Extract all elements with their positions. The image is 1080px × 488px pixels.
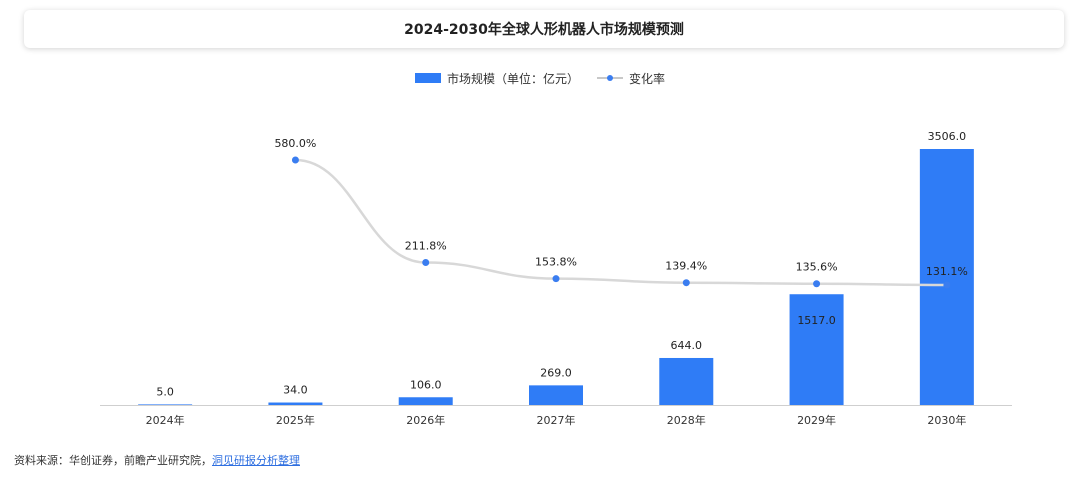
x-tick-label: 2029年 xyxy=(797,413,836,427)
bar-2026年[interactable] xyxy=(398,397,453,405)
bar-2030年[interactable] xyxy=(919,149,974,405)
bar-value-label: 269.0 xyxy=(540,366,572,379)
change-rate-label: 211.8% xyxy=(405,240,447,253)
legend-bar-label: 市场规模（单位：亿元） xyxy=(446,71,579,86)
x-tick-label: 2026年 xyxy=(406,413,445,427)
change-rate-label: 135.6% xyxy=(796,261,838,274)
chart-title-box: 2024-2030年全球人形机器人市场规模预测 xyxy=(24,10,1064,48)
legend-line-label: 变化率 xyxy=(629,71,666,86)
change-rate-point[interactable] xyxy=(682,279,690,287)
change-rate-point[interactable] xyxy=(552,275,560,283)
bar-value-label: 34.0 xyxy=(283,384,308,397)
bar-value-label: 3506.0 xyxy=(928,130,967,143)
legend-line-swatch xyxy=(597,73,623,83)
x-tick-label: 2030年 xyxy=(927,413,966,427)
legend-bar-swatch xyxy=(414,73,441,83)
bar-2028年[interactable] xyxy=(659,357,714,405)
change-rate-label: 580.0% xyxy=(274,137,316,150)
legend-item-change-rate[interactable]: 变化率 xyxy=(597,70,665,87)
x-tick-label: 2025年 xyxy=(276,413,315,427)
source-text: 资料来源：华创证券，前瞻产业研究院， xyxy=(14,454,212,467)
x-tick-label: 2024年 xyxy=(146,413,185,427)
chart-legend: 市场规模（单位：亿元） 变化率 xyxy=(0,68,1080,88)
bar-2025年[interactable] xyxy=(268,402,323,405)
bar-value-label: 5.0 xyxy=(156,385,174,398)
bar-2029年[interactable] xyxy=(789,294,844,405)
change-rate-point[interactable] xyxy=(813,280,821,288)
x-tick-label: 2027年 xyxy=(537,413,576,427)
bar-value-label: 644.0 xyxy=(671,339,703,352)
change-rate-label: 131.1% xyxy=(926,265,968,278)
change-rate-label: 153.8% xyxy=(535,256,577,269)
change-rate-label: 139.4% xyxy=(665,260,707,273)
x-tick-label: 2028年 xyxy=(667,413,706,427)
legend-item-market-size[interactable]: 市场规模（单位：亿元） xyxy=(414,70,579,87)
source-footer: 资料来源：华创证券，前瞻产业研究院，洞见研报分析整理 xyxy=(14,452,300,468)
change-rate-point[interactable] xyxy=(943,281,951,289)
bar-value-label: 1517.0 xyxy=(797,314,836,327)
source-link[interactable]: 洞见研报分析整理 xyxy=(212,454,300,467)
change-rate-line xyxy=(295,158,947,287)
bar-2027年[interactable] xyxy=(529,385,583,405)
bar-2024年[interactable] xyxy=(138,404,193,405)
chart-title: 2024-2030年全球人形机器人市场规模预测 xyxy=(404,22,684,38)
change-rate-point[interactable] xyxy=(291,156,299,164)
bar-value-label: 106.0 xyxy=(410,378,442,391)
change-rate-point[interactable] xyxy=(422,259,430,267)
